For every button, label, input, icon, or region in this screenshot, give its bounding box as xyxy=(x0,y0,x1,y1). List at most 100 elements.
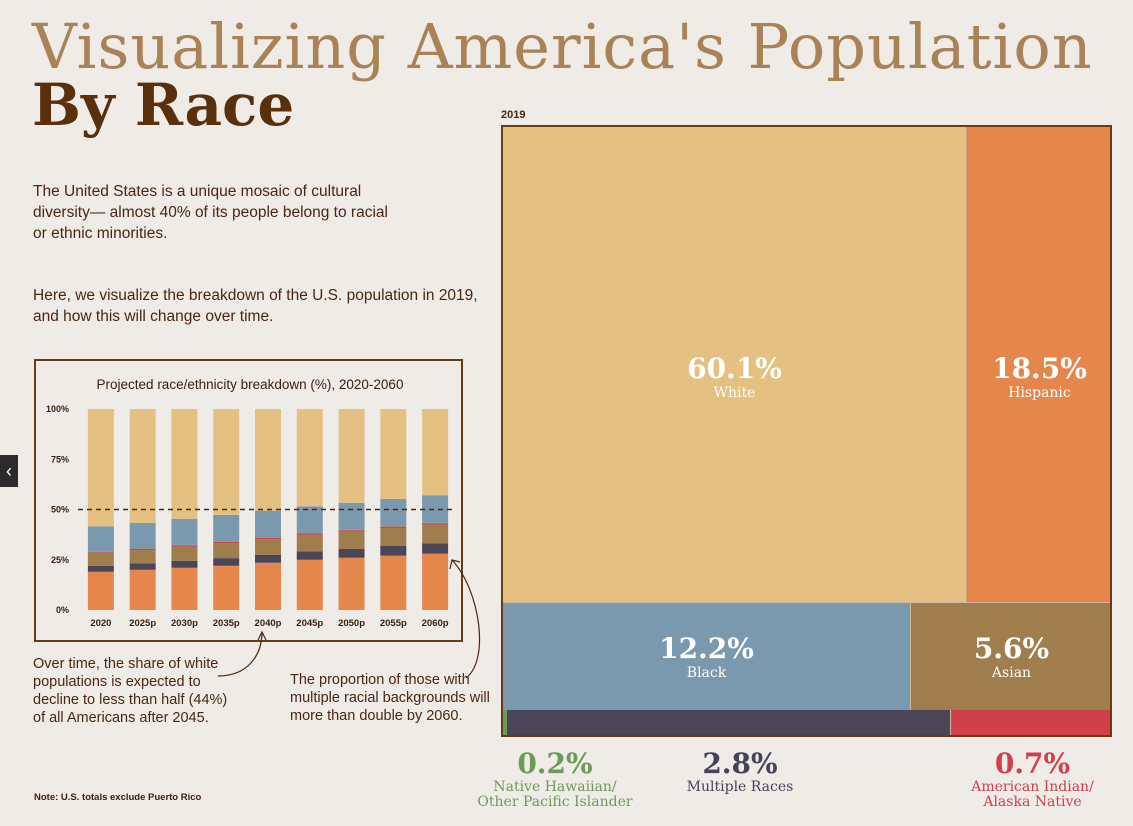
tile-white-pct: 60.1% xyxy=(687,352,782,385)
tile-asian: 5.6% Asian xyxy=(910,602,1110,710)
x-tick-label: 2050p xyxy=(338,618,365,629)
bar-segment-aian xyxy=(129,548,156,551)
y-tick-label: 100% xyxy=(46,404,69,414)
y-tick-label: 25% xyxy=(51,555,69,565)
bar-segment-hispanic xyxy=(129,569,156,610)
bar-segment-asian xyxy=(87,553,114,566)
bar-segment-multiple xyxy=(338,548,365,558)
label-aian-name: American Indian/ Alaska Native xyxy=(971,779,1094,810)
bar-segment-multiple xyxy=(422,543,449,554)
y-tick-label: 50% xyxy=(51,505,69,515)
tile-white: 60.1% White xyxy=(503,127,966,602)
tile-hispanic-label: Hispanic xyxy=(1008,385,1071,401)
bar-segment-asian xyxy=(129,550,156,564)
tile-hispanic-pct: 18.5% xyxy=(992,352,1087,385)
bar-segment-asian xyxy=(255,539,281,555)
bar-segment-black xyxy=(129,522,156,549)
annotation-white-decline: Over time, the share of white population… xyxy=(33,656,228,726)
page-title-line2: By Race xyxy=(32,71,295,139)
bar-segment-asian xyxy=(213,543,240,559)
tile-asian-label: Asian xyxy=(991,665,1032,681)
tile-asian-pct: 5.6% xyxy=(973,632,1050,665)
tile-black-label: Black xyxy=(686,665,727,681)
x-tick-label: 2025p xyxy=(129,618,156,629)
bar-segment-asian xyxy=(380,527,407,546)
tile-aian xyxy=(950,710,1110,735)
bar-segment-multiple xyxy=(296,551,323,560)
bar-segment-white xyxy=(129,409,156,523)
bar-segment-hispanic xyxy=(422,553,449,610)
x-tick-label: 2040p xyxy=(255,618,282,629)
tile-multiple xyxy=(507,710,950,735)
tile-hispanic: 18.5% Hispanic xyxy=(966,127,1110,602)
bar-segment-aian xyxy=(171,545,198,547)
projection-chart-title: Projected race/ethnicity breakdown (%), … xyxy=(97,377,404,392)
x-tick-label: 2045p xyxy=(296,618,323,629)
bar-segment-multiple xyxy=(171,560,198,568)
y-tick-label: 0% xyxy=(56,605,69,615)
bar-segment-asian xyxy=(338,531,365,549)
bar-segment-hispanic xyxy=(255,562,281,610)
label-nhpi: 0.2% Native Hawaiian/ Other Pacific Isla… xyxy=(440,748,670,810)
bar-segment-aian xyxy=(338,530,365,532)
bar-segment-black xyxy=(338,502,365,530)
label-multiple-pct: 2.8% xyxy=(702,747,778,780)
x-tick-label: 2020 xyxy=(90,618,111,629)
label-aian-pct: 0.7% xyxy=(994,747,1071,780)
bar-segment-multiple xyxy=(87,565,114,572)
x-tick-label: 2035p xyxy=(213,618,240,629)
bar-segment-aian xyxy=(213,541,240,544)
bar-segment-black xyxy=(255,510,281,538)
y-tick-label: 75% xyxy=(51,454,69,464)
label-multiple: 2.8% Multiple Races xyxy=(650,748,830,795)
bar-segment-asian xyxy=(422,524,449,544)
label-multiple-name: Multiple Races xyxy=(686,779,794,795)
footnote: Note: U.S. totals exclude Puerto Rico xyxy=(34,792,202,803)
bar-segment-aian xyxy=(296,533,323,535)
tile-black: 12.2% Black xyxy=(503,602,910,710)
bar-segment-black xyxy=(422,495,449,523)
bar-segment-hispanic xyxy=(380,555,407,610)
bar-segment-hispanic xyxy=(296,559,323,610)
bar-segment-white xyxy=(422,409,449,496)
bar-segment-multiple xyxy=(380,545,407,556)
bar-segment-white xyxy=(87,409,114,527)
x-tick-label: 2060p xyxy=(422,618,449,629)
bar-segment-hispanic xyxy=(87,571,114,610)
tile-black-pct: 12.2% xyxy=(659,632,754,665)
treemap-year: 2019 xyxy=(501,109,526,121)
bar-segment-black xyxy=(296,506,323,534)
bar-segment-aian xyxy=(87,552,114,554)
tile-white-label: White xyxy=(713,385,756,401)
bar-segment-aian xyxy=(255,537,281,540)
bar-segment-multiple xyxy=(213,558,240,566)
bar-segment-asian xyxy=(296,534,323,552)
projection-chart-svg: Projected race/ethnicity breakdown (%), … xyxy=(46,377,456,629)
tile-nhpi xyxy=(503,710,507,735)
projection-chart: Projected race/ethnicity breakdown (%), … xyxy=(34,359,463,642)
label-nhpi-name: Native Hawaiian/ Other Pacific Islander xyxy=(477,779,633,810)
bar-segment-white xyxy=(171,409,198,519)
label-nhpi-pct: 0.2% xyxy=(517,747,593,780)
bar-segment-black xyxy=(87,526,114,552)
bar-segment-black xyxy=(171,518,198,545)
annotation-multiple-races: The proportion of those with multiple ra… xyxy=(290,672,490,724)
page-title-line1: Visualizing America's Population xyxy=(32,10,1093,83)
previous-arrow-icon[interactable]: ‹ xyxy=(0,455,18,487)
bar-segment-multiple xyxy=(255,554,281,563)
bar-segment-hispanic xyxy=(171,567,198,610)
bar-segment-white xyxy=(380,409,407,499)
bar-segment-white xyxy=(255,409,281,511)
bar-segment-white xyxy=(338,409,365,503)
bar-segment-multiple xyxy=(129,563,156,570)
label-aian: 0.7% American Indian/ Alaska Native xyxy=(940,748,1125,810)
treemap-2019: 60.1% White 18.5% Hispanic 12.2% Black 5… xyxy=(501,125,1112,737)
bar-segment-aian xyxy=(422,523,449,525)
bar-segment-aian xyxy=(380,526,407,528)
bar-segment-hispanic xyxy=(338,557,365,610)
bar-segment-black xyxy=(380,498,407,527)
bar-segment-white xyxy=(296,409,323,507)
bar-segment-black xyxy=(213,514,240,542)
intro-paragraph-1: The United States is a unique mosaic of … xyxy=(33,183,388,242)
bar-segment-asian xyxy=(171,546,198,561)
